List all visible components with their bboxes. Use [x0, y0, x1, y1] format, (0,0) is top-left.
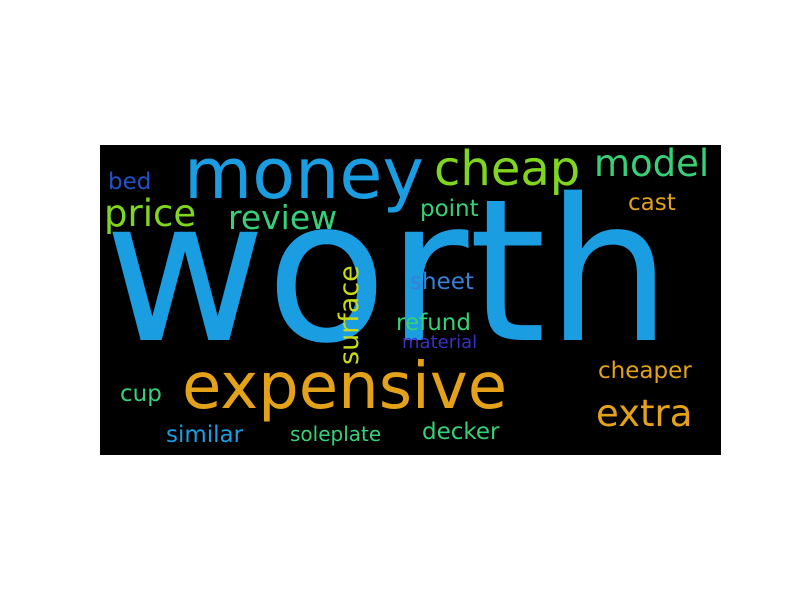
word-extra: extra: [596, 392, 693, 435]
word-similar: similar: [166, 422, 244, 448]
word-cup: cup: [120, 381, 162, 407]
word-surface: surface: [334, 265, 365, 365]
word-worth: worth: [104, 156, 672, 387]
word-cloud: worth money expensive cheap model price …: [100, 145, 721, 455]
word-money: money: [184, 145, 424, 215]
word-price: price: [104, 192, 197, 235]
word-refund: refund: [396, 310, 471, 336]
word-sheet: sheet: [410, 269, 474, 295]
word-material: material: [402, 332, 478, 353]
word-review: review: [228, 198, 338, 237]
word-point: point: [420, 196, 479, 222]
word-soleplate: soleplate: [290, 422, 382, 446]
word-cheap: cheap: [434, 145, 581, 197]
word-expensive: expensive: [182, 350, 508, 424]
word-cheaper: cheaper: [598, 358, 692, 384]
word-bed: bed: [108, 169, 152, 195]
word-model: model: [594, 145, 710, 185]
word-cast: cast: [628, 190, 676, 216]
word-decker: decker: [422, 419, 500, 445]
